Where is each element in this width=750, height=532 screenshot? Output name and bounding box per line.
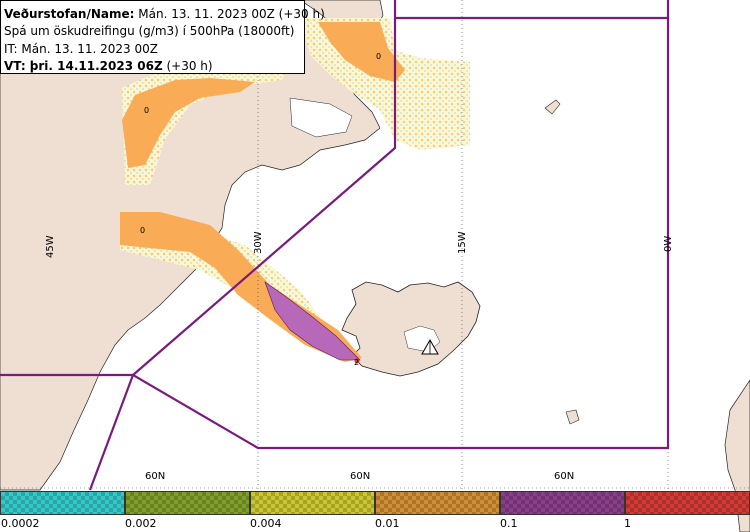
lon-label-30w: 30W (253, 231, 264, 254)
legend-swatch (375, 491, 500, 515)
legend-tick: 1 (624, 517, 631, 530)
forecast-description: Spá um öskudreifingu (g/m3) í 500hPa (18… (4, 24, 295, 39)
legend-tick: 0.002 (125, 517, 157, 530)
lon-label-15w: 15W (457, 231, 468, 254)
valid-time: VT: þri. 14.11.2023 06Z (4, 59, 163, 74)
issue-date: Mán. 13. 11. 2023 00Z (+30 h) (134, 7, 325, 21)
lon-label-45w: 45W (45, 235, 56, 258)
fjord (289, 97, 353, 138)
ash-purple-core (264, 281, 361, 361)
valid-offset: (+30 h) (162, 59, 213, 74)
legend-swatch (250, 491, 375, 515)
valid-time-row: VT: þri. 14.11.2023 06Z (+30 h) (4, 58, 304, 75)
faroe-islands (565, 409, 580, 425)
fir-boundary (131, 0, 670, 450)
legend-tick: 0.01 (375, 517, 400, 530)
legend-swatch (0, 491, 125, 515)
legend-tick: 0.0002 (1, 517, 40, 530)
issuer-label: Veðurstofan/Name: (4, 7, 135, 21)
lat-label: 60N (554, 471, 575, 482)
contour-label: 0 (140, 226, 146, 235)
info-title-row: Veðurstofan/Name: Mán. 13. 11. 2023 00Z … (4, 6, 325, 23)
contour-label: 2 (354, 358, 360, 367)
volcano-icon (421, 338, 439, 355)
source-marker (354, 358, 360, 364)
legend-tick: 0.004 (250, 517, 282, 530)
legend-swatch (500, 491, 625, 515)
jan-mayen (544, 99, 561, 115)
legend-tick: 0.1 (500, 517, 518, 530)
initial-time: IT: Mán. 13. 11. 2023 00Z (4, 41, 158, 56)
concentration-legend (0, 491, 750, 517)
iceland (341, 281, 481, 377)
fir-boundary-west (0, 373, 135, 491)
legend-ticks: 0.0002 0.002 0.004 0.01 0.1 1 (0, 517, 750, 532)
legend-swatch (125, 491, 250, 515)
contour-label: 0 (144, 106, 150, 115)
contour-label: 0 (376, 52, 382, 61)
legend-swatch (625, 491, 750, 515)
lon-label-0w: 0W (663, 235, 674, 252)
lat-label: 60N (350, 471, 371, 482)
lat-label: 60N (145, 471, 166, 482)
forecast-info-box: Veðurstofan/Name: Mán. 13. 11. 2023 00Z … (0, 0, 325, 75)
